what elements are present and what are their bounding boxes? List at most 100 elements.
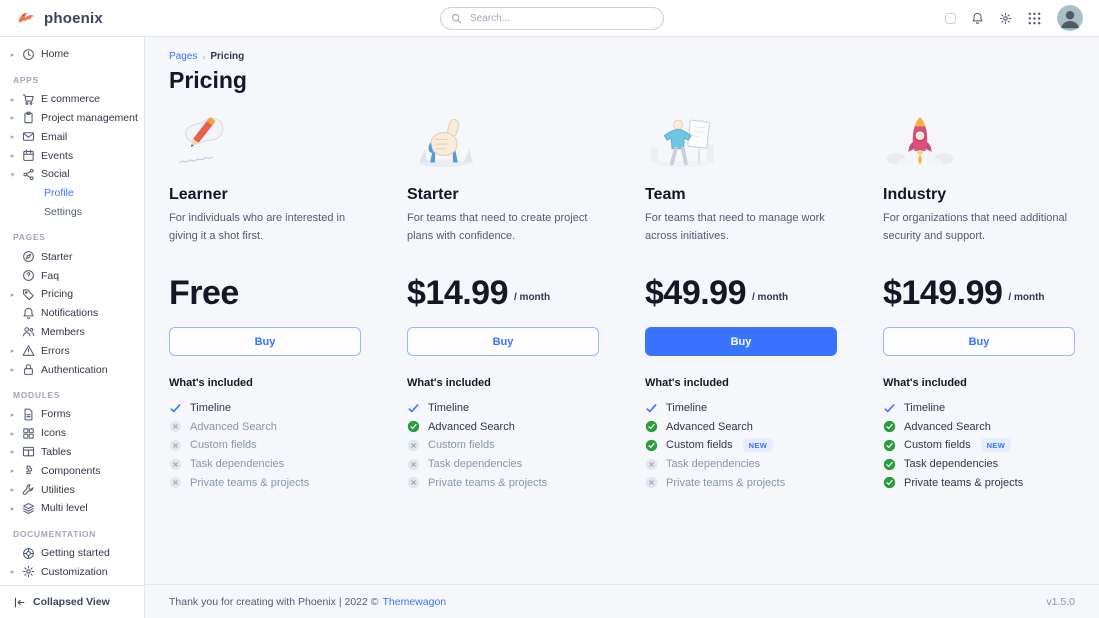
- check-blue-icon: [645, 402, 658, 415]
- circle-check-icon: [645, 420, 658, 433]
- sidebar-item-customization[interactable]: ▸ Customization: [0, 563, 144, 582]
- sidebar-item-pricing[interactable]: ▸ Pricing: [0, 285, 144, 304]
- pricing-plan-starter: Starter For teams that need to create pr…: [407, 114, 599, 492]
- circle-x-icon: [169, 458, 182, 471]
- phoenix-logo[interactable]: phoenix: [16, 8, 103, 28]
- sidebar-item-forms[interactable]: ▸ Forms: [0, 405, 144, 424]
- sidebar-subitem-settings[interactable]: Settings: [44, 205, 82, 218]
- sidebar-item-label: Faq: [41, 269, 60, 282]
- buy-button-learner[interactable]: Buy: [169, 327, 361, 356]
- sidebar-item-label: Pricing: [41, 288, 74, 301]
- feature-custom-fields: Custom fields NEW: [645, 436, 837, 455]
- sidebar-item-email[interactable]: ▸ Email: [0, 127, 144, 146]
- feature-task-dependencies: Task dependencies: [407, 455, 599, 474]
- circle-check-icon: [883, 420, 896, 433]
- feature-label: Private teams & projects: [428, 476, 548, 489]
- user-avatar[interactable]: [1057, 5, 1083, 31]
- buy-button-team[interactable]: Buy: [645, 327, 837, 356]
- tag-icon: [22, 288, 35, 301]
- circle-x-icon: [407, 439, 420, 452]
- themewagon-link[interactable]: Themewagon: [382, 595, 447, 608]
- circle-check-icon: [645, 439, 658, 452]
- feature-label: Task dependencies: [190, 458, 285, 471]
- feature-label: Custom fields: [428, 439, 495, 452]
- warning-triangle-icon: [22, 344, 35, 357]
- whats-included-heading: What's included: [645, 377, 729, 389]
- sidebar-item-e-commerce[interactable]: ▸ E commerce: [0, 90, 144, 109]
- plan-name: Industry: [883, 186, 947, 203]
- buy-button-industry[interactable]: Buy: [883, 327, 1075, 356]
- feature-advanced-search: Advanced Search: [169, 418, 361, 437]
- top-navbar: phoenix: [0, 0, 1099, 37]
- feature-label: Timeline: [904, 402, 946, 415]
- bell-icon: [22, 307, 35, 320]
- sidebar-item-getting-started[interactable]: Getting started: [0, 544, 144, 563]
- breadcrumb-parent-link[interactable]: Pages: [169, 51, 198, 62]
- sidebar-item-icons[interactable]: ▸ Icons: [0, 424, 144, 443]
- sidebar-item-gulp[interactable]: Gulp: [0, 581, 144, 586]
- question-circle-icon: [22, 269, 35, 282]
- pricing-plan-industry: Industry For organizations that need add…: [883, 114, 1075, 492]
- sidebar-item-members[interactable]: Members: [0, 323, 144, 342]
- theme-toggle-icon[interactable]: [945, 12, 956, 24]
- whats-included-heading: What's included: [169, 377, 253, 389]
- sidebar-item-components[interactable]: ▸ Components: [0, 461, 144, 480]
- feature-label: Advanced Search: [666, 420, 753, 433]
- wrench-icon: [22, 483, 35, 496]
- sidebar-item-starter[interactable]: Starter: [0, 247, 144, 266]
- sidebar-item-tables[interactable]: ▸ Tables: [0, 443, 144, 462]
- settings-gear-icon[interactable]: [999, 12, 1012, 25]
- sidebar-item-errors[interactable]: ▸ Errors: [0, 341, 144, 360]
- caret-right-icon: ▸: [10, 447, 15, 457]
- pricing-plan-learner: Learner For individuals who are interest…: [169, 114, 361, 492]
- sidebar-item-utilities[interactable]: ▸ Utilities: [0, 480, 144, 499]
- sidebar-item-home[interactable]: ▸ Home: [0, 45, 144, 64]
- apps-grid-icon[interactable]: [1027, 11, 1042, 26]
- sidebar-item-label: Notifications: [41, 307, 99, 320]
- feature-list: Timeline Advanced Search Custom fields Task…: [169, 399, 361, 492]
- sidebar-item-notifications[interactable]: Notifications: [0, 304, 144, 323]
- circle-check-icon: [407, 420, 420, 433]
- collapsed-view-toggle[interactable]: Collapsed View: [0, 585, 144, 618]
- circle-check-icon: [883, 476, 896, 489]
- page-footer: Thank you for creating with Phoenix | 20…: [145, 584, 1099, 618]
- sidebar-item-social[interactable]: ▾ Social: [0, 165, 144, 184]
- sidebar: ▸ Home APPS ▸ E commerce ▸ Project management ▸…: [0, 37, 145, 618]
- sidebar-section-label-documentation: DOCUMENTATION: [13, 528, 97, 539]
- feature-private-teams-projects: Private teams & projects: [169, 473, 361, 492]
- collapsed-view-label: Collapsed View: [33, 596, 110, 608]
- sidebar-item-faq[interactable]: Faq: [0, 266, 144, 285]
- sidebar-subitem-profile[interactable]: Profile: [44, 187, 74, 200]
- feature-custom-fields: Custom fields: [169, 436, 361, 455]
- grid-4-icon: [22, 427, 35, 440]
- sidebar-item-label: Multi level: [41, 502, 88, 515]
- search-bar[interactable]: [440, 7, 664, 30]
- sidebar-item-label: Getting started: [41, 547, 110, 560]
- notifications-bell-icon[interactable]: [971, 12, 984, 25]
- pricing-content: Pages › Pricing Pricing Learner For indi…: [145, 37, 1099, 584]
- buy-button-starter[interactable]: Buy: [407, 327, 599, 356]
- calendar-icon: [22, 149, 35, 162]
- price-value: $14.99: [407, 274, 509, 312]
- sidebar-item-label: Errors: [41, 344, 70, 357]
- feature-timeline: Timeline: [883, 399, 1075, 418]
- caret-right-icon: ▸: [10, 365, 15, 375]
- breadcrumb-current: Pricing: [210, 51, 245, 62]
- new-badge: NEW: [742, 438, 774, 453]
- plan-price: $14.99 / month: [407, 271, 599, 316]
- plan-description: For teams that need to create project pl…: [407, 212, 588, 242]
- sidebar-item-project-management[interactable]: ▸ Project management: [0, 109, 144, 128]
- rocket-illustration: [883, 114, 1075, 171]
- pricing-plans-grid: Learner For individuals who are interest…: [169, 114, 1075, 492]
- price-value: $149.99: [883, 274, 1003, 312]
- feature-label: Custom fields: [190, 439, 257, 452]
- sidebar-item-multi-level[interactable]: ▸ Multi level: [0, 499, 144, 518]
- file-icon: [22, 408, 35, 421]
- sidebar-item-label: Customization: [41, 565, 108, 578]
- feature-task-dependencies: Task dependencies: [645, 455, 837, 474]
- search-input[interactable]: [468, 12, 628, 25]
- sidebar-item-events[interactable]: ▸ Events: [0, 146, 144, 165]
- sidebar-item-authentication[interactable]: ▸ Authentication: [0, 360, 144, 379]
- feature-timeline: Timeline: [169, 399, 361, 418]
- caret-right-icon: ▸: [10, 567, 15, 577]
